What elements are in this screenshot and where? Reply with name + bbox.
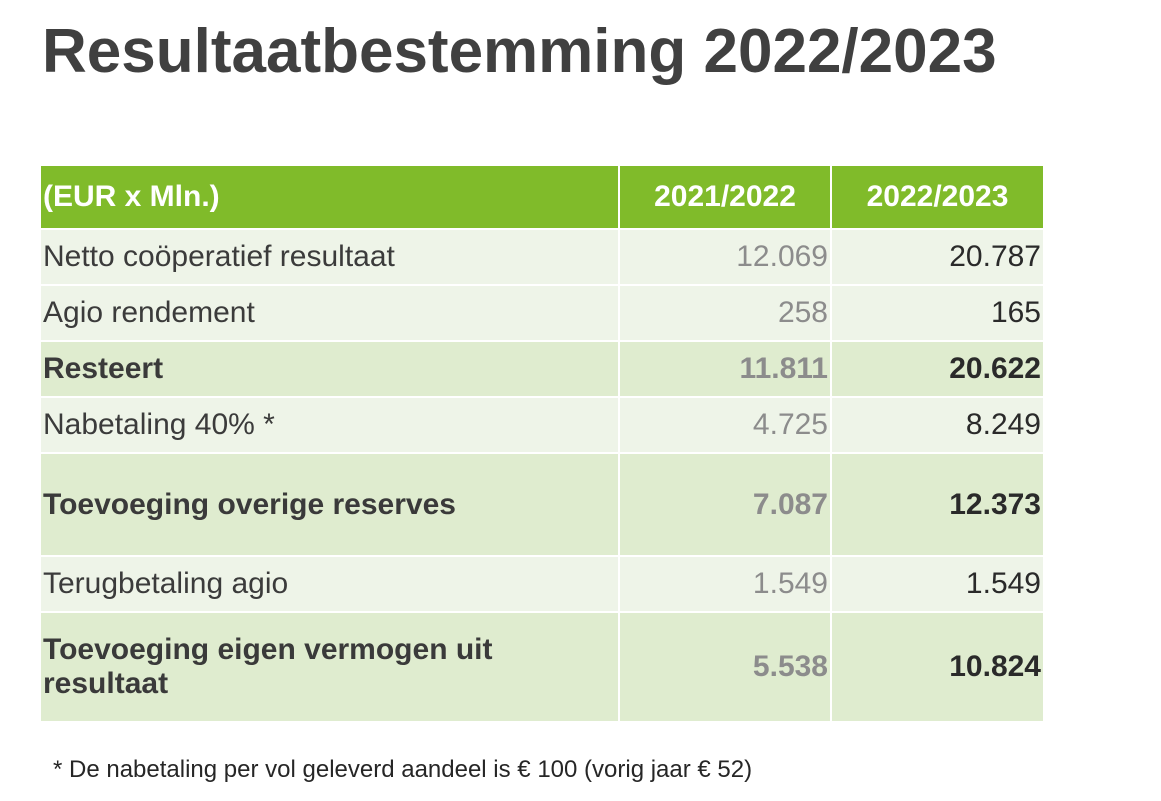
row-label: Resteert xyxy=(41,341,620,398)
row-value-cur: 1.549 xyxy=(831,556,1043,613)
row-value-cur: 165 xyxy=(831,285,1043,342)
table-row-terugbetaling-agio: Terugbetaling agio 1.549 1.549 xyxy=(41,556,1043,613)
row-label: Netto coöperatief resultaat xyxy=(41,229,620,286)
page-title: Resultaatbestemming 2022/2023 xyxy=(42,17,997,86)
row-value-prev: 11.811 xyxy=(619,341,832,398)
header-year-2022-2023: 2022/2023 xyxy=(831,166,1043,230)
row-label: Terugbetaling agio xyxy=(41,556,620,613)
row-label: Agio rendement xyxy=(41,285,620,342)
row-label: Toevoeging overige reserves xyxy=(41,453,620,557)
table-row-nabetaling: Nabetaling 40% * 4.725 8.249 xyxy=(41,397,1043,454)
table-row-agio-rendement: Agio rendement 258 165 xyxy=(41,285,1043,342)
row-value-prev: 4.725 xyxy=(619,397,832,454)
table-row-overige-reserves: Toevoeging overige reserves 7.087 12.373 xyxy=(41,453,1043,557)
table-row-eigen-vermogen: Toevoeging eigen vermogen uit resultaat … xyxy=(41,612,1043,723)
row-value-cur: 12.373 xyxy=(831,453,1043,557)
row-label: Toevoeging eigen vermogen uit resultaat xyxy=(41,612,620,723)
header-year-2021-2022: 2021/2022 xyxy=(619,166,832,230)
footnote: * De nabetaling per vol geleverd aandeel… xyxy=(53,756,753,783)
table-row-resteert: Resteert 11.811 20.622 xyxy=(41,341,1043,398)
row-value-cur: 10.824 xyxy=(831,612,1043,723)
row-value-prev: 1.549 xyxy=(619,556,832,613)
header-unit-label: (EUR x Mln.) xyxy=(41,166,620,230)
row-value-cur: 8.249 xyxy=(831,397,1043,454)
row-value-prev: 5.538 xyxy=(619,612,832,723)
table-row-netto-resultaat: Netto coöperatief resultaat 12.069 20.78… xyxy=(41,229,1043,286)
row-value-prev: 7.087 xyxy=(619,453,832,557)
result-table: (EUR x Mln.) 2021/2022 2022/2023 Netto c… xyxy=(41,166,1043,723)
row-value-prev: 258 xyxy=(619,285,832,342)
row-label: Nabetaling 40% * xyxy=(41,397,620,454)
table-header-row: (EUR x Mln.) 2021/2022 2022/2023 xyxy=(41,166,1043,230)
row-value-cur: 20.787 xyxy=(831,229,1043,286)
row-value-cur: 20.622 xyxy=(831,341,1043,398)
row-value-prev: 12.069 xyxy=(619,229,832,286)
